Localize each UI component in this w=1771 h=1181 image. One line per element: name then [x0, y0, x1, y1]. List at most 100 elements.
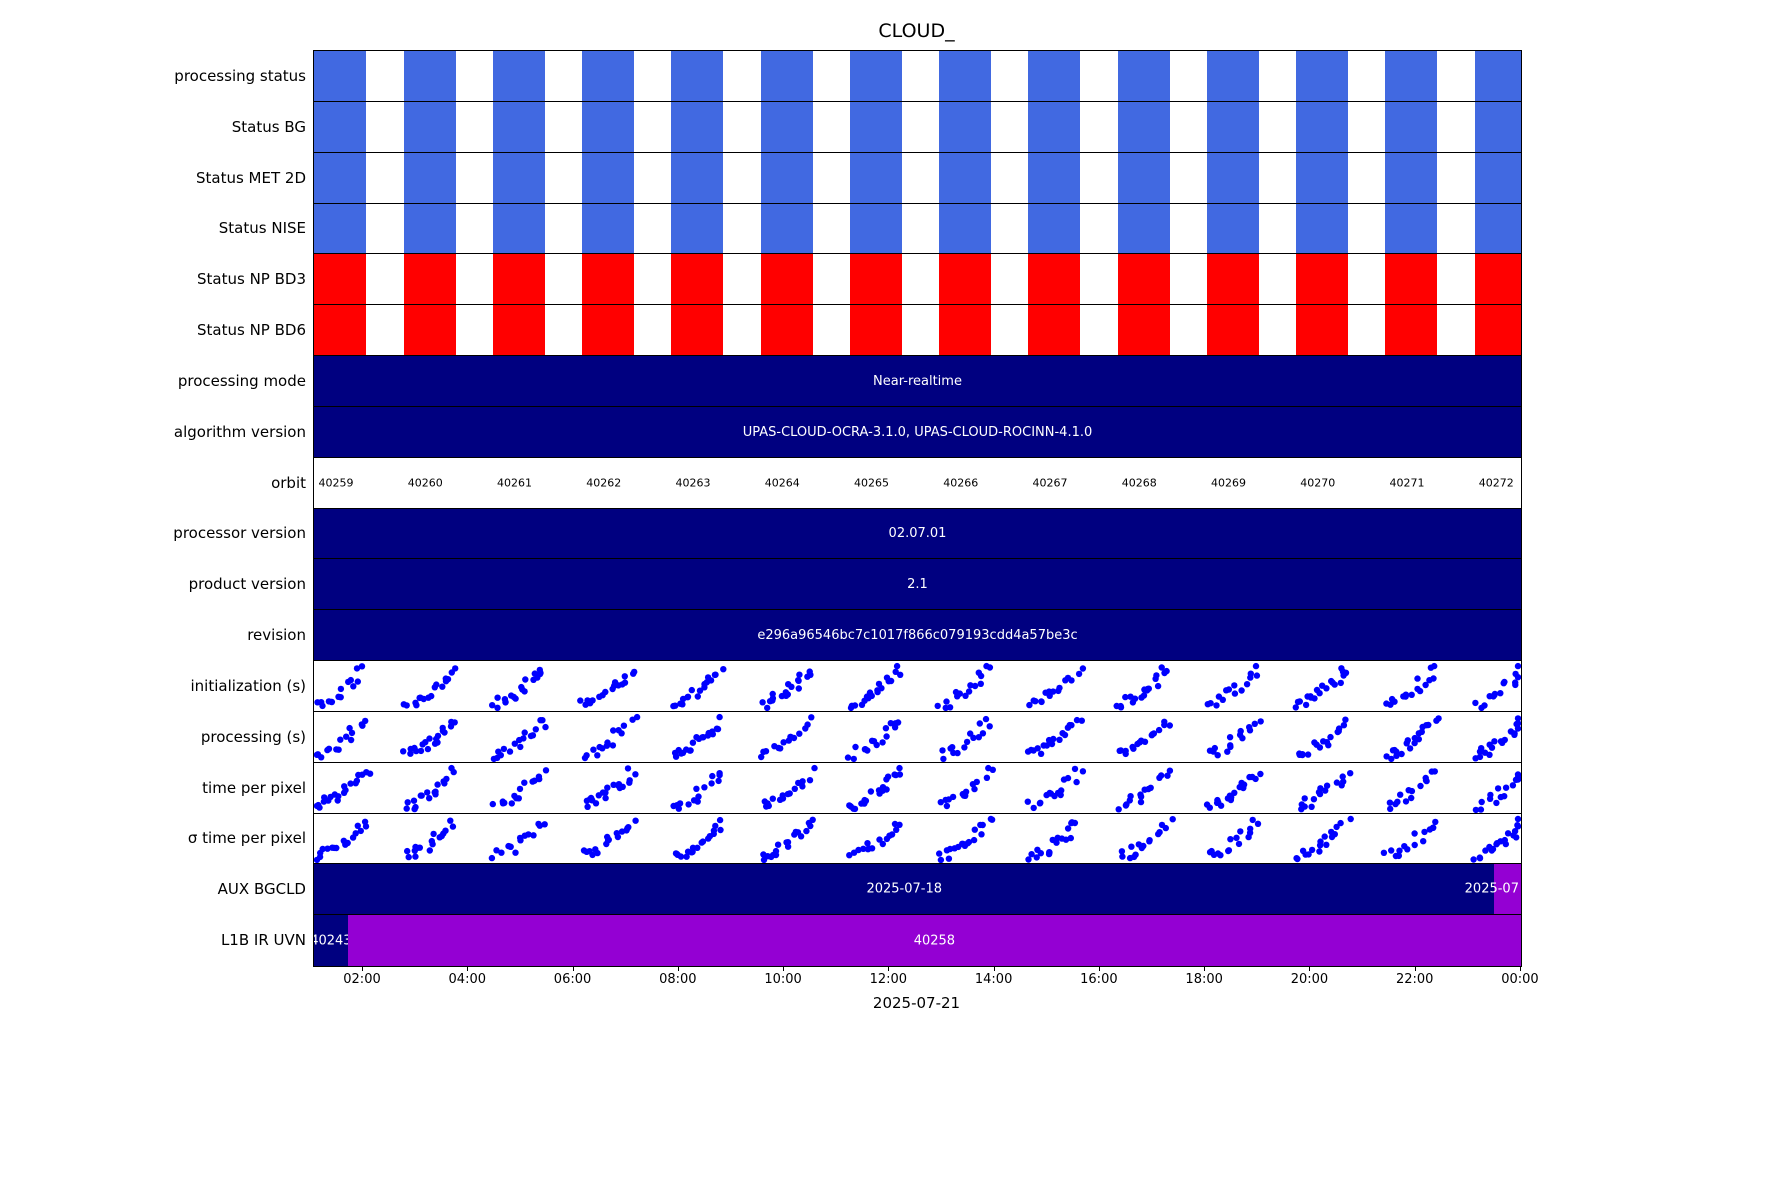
scatter-dot	[970, 836, 978, 844]
status-block	[849, 102, 902, 152]
scatter-dot	[1217, 852, 1224, 859]
x-tick	[1098, 966, 1100, 971]
scatter-dot	[337, 694, 344, 701]
status-block	[760, 153, 813, 203]
scatter-dot	[673, 850, 681, 858]
scatter-dot	[1477, 806, 1485, 813]
scatter-dot	[1481, 702, 1488, 709]
value-bar-processor-version: 02.07.01	[314, 509, 1521, 558]
scatter-dot	[713, 725, 721, 732]
scatter-dot	[864, 747, 871, 754]
status-block	[671, 204, 724, 253]
scatter-dot	[1252, 775, 1259, 783]
status-block	[1206, 305, 1259, 355]
scatter-dot	[894, 719, 902, 726]
scatter-row-processing-s	[314, 713, 1521, 762]
scatter-dot	[1514, 823, 1521, 830]
row-label-revision: revision	[247, 625, 306, 644]
x-tick-label: 14:00	[974, 972, 1013, 987]
scatter-dot	[1163, 667, 1170, 675]
scatter-dot	[978, 831, 985, 838]
scatter-dot	[506, 748, 514, 755]
scatter-dot	[1501, 836, 1509, 844]
x-tick	[993, 966, 995, 971]
scatter-dot	[1062, 836, 1070, 843]
scatter-dot	[416, 844, 423, 851]
scatter-dot	[772, 847, 780, 855]
status-block	[849, 51, 902, 101]
scatter-dot	[517, 743, 524, 751]
scatter-dot	[940, 755, 947, 762]
scatter-dot	[693, 785, 700, 792]
scatter-dot	[1512, 681, 1519, 689]
row-algorithm-version: UPAS-CLOUD-OCRA-3.1.0, UPAS-CLOUD-ROCINN…	[314, 407, 1521, 458]
value-bar-processing-mode: Near-realtime	[314, 356, 1521, 406]
row-label-time-per-pixel: time per pixel	[202, 778, 306, 797]
scatter-dot	[688, 686, 695, 694]
scatter-dot	[1292, 704, 1299, 711]
scatter-dot	[1514, 815, 1521, 823]
scatter-dot	[1147, 784, 1154, 791]
scatter-dot	[1428, 768, 1436, 775]
scatter-dot	[325, 745, 333, 752]
scatter-dot	[937, 799, 944, 806]
row-processing-mode: Near-realtime	[314, 356, 1521, 407]
scatter-dot	[331, 791, 338, 798]
scatter-dot	[1420, 838, 1427, 845]
scatter-dot	[489, 702, 496, 709]
scatter-dot	[971, 826, 978, 833]
scatter-dot	[954, 749, 961, 757]
scatter-dot	[989, 766, 996, 773]
scatter-dot	[1231, 682, 1238, 689]
scatter-dot	[442, 827, 449, 834]
scatter-dot	[1310, 796, 1318, 803]
scatter-dot	[1056, 736, 1063, 743]
scatter-dot	[584, 803, 591, 810]
status-block	[1028, 102, 1081, 152]
scatter-dot	[676, 800, 684, 807]
scatter-dot	[1398, 750, 1405, 758]
status-block	[1296, 102, 1349, 152]
scatter-dot	[527, 732, 535, 740]
status-block	[1117, 305, 1170, 355]
scatter-dot	[868, 845, 876, 852]
scatter-dot	[1226, 734, 1234, 741]
scatter-dot	[759, 699, 766, 706]
scatter-dot	[1335, 725, 1343, 732]
scatter-dot	[346, 724, 353, 732]
row-status-bg	[314, 102, 1521, 153]
scatter-dot	[782, 692, 790, 699]
scatter-dot	[604, 739, 611, 746]
row-status-np-bd3	[314, 254, 1521, 305]
status-block	[582, 254, 635, 304]
scatter-dot	[343, 733, 350, 740]
scatter-dot	[1316, 744, 1324, 751]
scatter-dot	[1488, 847, 1496, 854]
scatter-dot	[432, 788, 439, 795]
scatter-dot	[684, 694, 691, 701]
scatter-dot	[1321, 833, 1328, 840]
scatter-dot	[1068, 677, 1075, 684]
scatter-dot	[717, 826, 724, 834]
scatter-dot	[1406, 745, 1414, 752]
status-block	[671, 153, 724, 203]
scatter-dot	[962, 692, 969, 699]
status-block	[1117, 204, 1170, 253]
scatter-dot	[1156, 829, 1163, 836]
scatter-dot	[1049, 688, 1057, 695]
orbit-label: 40270	[1300, 476, 1336, 490]
scatter-dot	[1316, 690, 1323, 697]
status-block	[760, 254, 813, 304]
scatter-dot	[536, 775, 543, 783]
scatter-dot	[521, 832, 528, 839]
segment-text: 40258	[913, 933, 956, 948]
row-time-per-pixel	[314, 763, 1521, 814]
scatter-dot	[1032, 698, 1039, 705]
scatter-dot	[1235, 840, 1243, 848]
scatter-dot	[512, 695, 519, 702]
scatter-dot	[693, 734, 700, 741]
scatter-dot	[977, 672, 985, 680]
scatter-dot	[1247, 670, 1254, 677]
status-block	[671, 305, 724, 355]
status-block	[314, 254, 367, 304]
